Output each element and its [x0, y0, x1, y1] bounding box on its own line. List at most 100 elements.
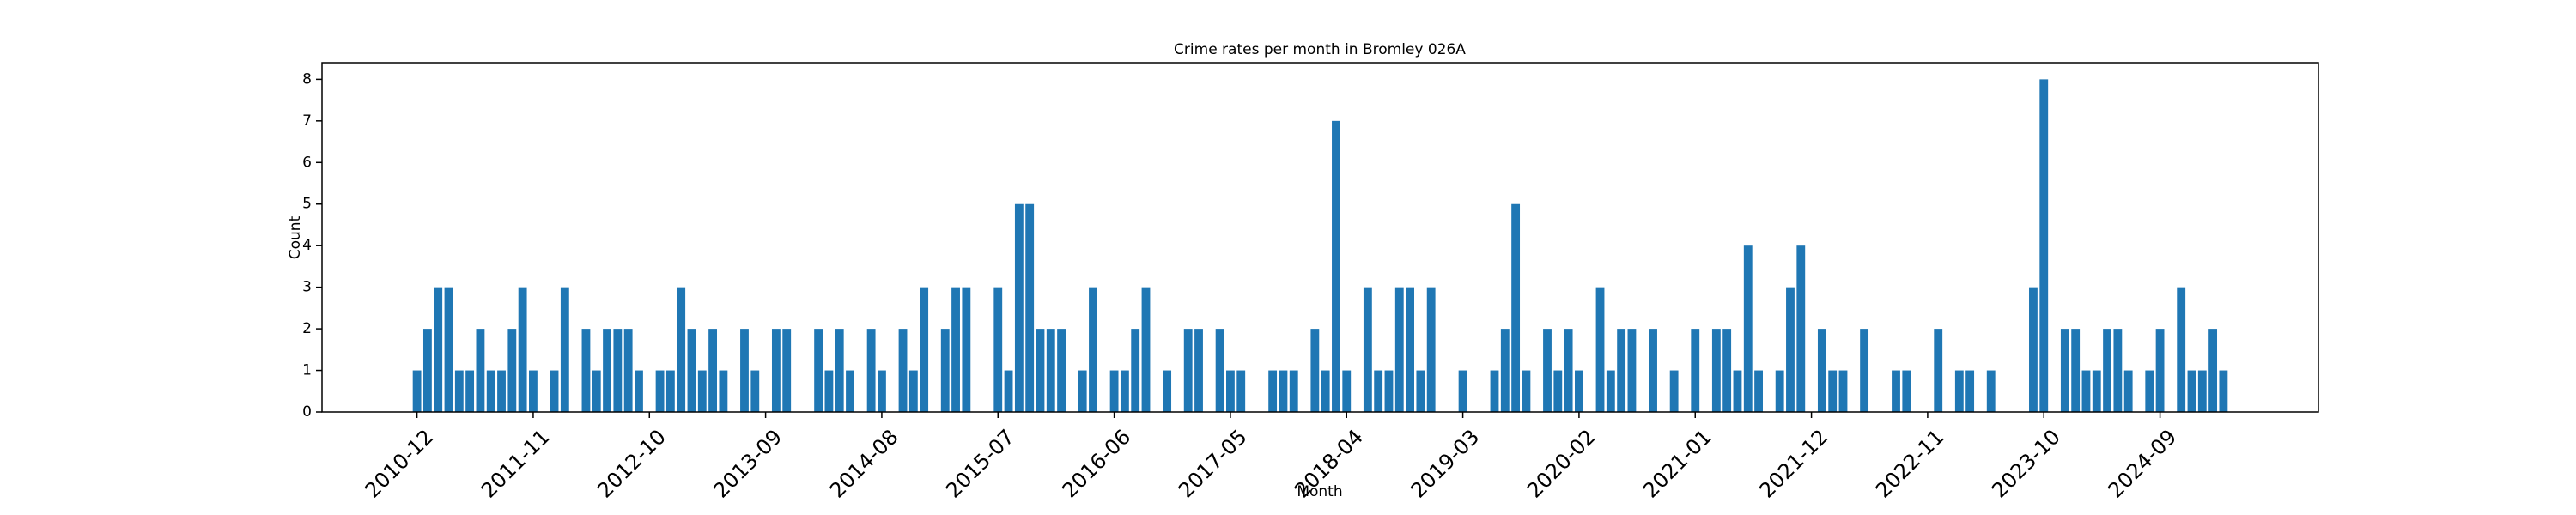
bar — [603, 329, 611, 412]
bar — [623, 329, 633, 412]
bar — [1490, 370, 1499, 412]
bar — [908, 370, 918, 412]
bar — [518, 287, 527, 412]
bar — [465, 370, 475, 412]
bar — [920, 287, 929, 412]
bar — [2092, 370, 2101, 412]
bar — [962, 287, 971, 412]
y-tick-label: 5 — [302, 196, 312, 213]
x-tick-label: 2017-05 — [1174, 425, 1252, 503]
bar — [1786, 287, 1795, 412]
bar — [560, 287, 569, 412]
bar — [1934, 329, 1943, 412]
bar — [1965, 370, 1975, 412]
bar — [687, 329, 696, 412]
bar — [2039, 79, 2049, 412]
bar — [824, 370, 834, 412]
bar — [529, 370, 538, 412]
bar — [677, 287, 686, 412]
bar — [1120, 370, 1129, 412]
bar — [1722, 329, 1732, 412]
chart-title: Crime rates per month in Bromley 026A — [1174, 41, 1466, 58]
x-tick-label: 2021-12 — [1755, 425, 1833, 503]
y-tick-label: 3 — [302, 279, 312, 296]
bar — [497, 370, 506, 412]
bar — [454, 370, 464, 412]
bar — [1669, 370, 1679, 412]
bar — [2103, 329, 2111, 412]
x-tick-label: 2023-10 — [1987, 425, 2065, 503]
bar — [1743, 245, 1753, 412]
bar — [2123, 370, 2133, 412]
bar — [1754, 370, 1763, 412]
bar — [2113, 329, 2123, 412]
x-tick-label: 2010-12 — [361, 425, 439, 503]
bar — [1733, 370, 1742, 412]
bar — [1289, 370, 1298, 412]
bar — [1089, 287, 1097, 412]
bar — [2081, 370, 2091, 412]
bar — [1986, 370, 1996, 412]
bar — [1954, 370, 1964, 412]
bar — [771, 329, 781, 412]
bar — [592, 370, 601, 412]
bar — [878, 370, 886, 412]
bar — [1004, 370, 1013, 412]
bar — [1057, 329, 1066, 412]
x-tick-label: 2024-09 — [2104, 425, 2182, 503]
bar — [1078, 370, 1087, 412]
bar — [1543, 329, 1552, 412]
x-tick-label: 2019-03 — [1406, 425, 1485, 503]
bar — [1711, 329, 1721, 412]
x-tick-label: 2012-10 — [592, 425, 671, 503]
bar — [2060, 329, 2069, 412]
bar — [1109, 370, 1119, 412]
x-tick-label: 2016-06 — [1058, 425, 1136, 503]
bar — [1617, 329, 1626, 412]
y-tick-label: 6 — [302, 154, 312, 171]
bar — [1775, 370, 1784, 412]
bar — [1363, 287, 1372, 412]
bar — [1553, 370, 1563, 412]
bar — [708, 329, 718, 412]
bar — [2029, 287, 2038, 412]
bar — [697, 370, 707, 412]
y-tick-label: 0 — [302, 403, 312, 421]
bar — [1163, 370, 1172, 412]
bar — [550, 370, 559, 412]
bar — [1279, 370, 1288, 412]
bar — [2208, 329, 2218, 412]
bar — [1025, 203, 1035, 412]
bar — [898, 329, 908, 412]
bar — [1406, 287, 1414, 412]
bar — [2187, 370, 2196, 412]
bar — [814, 329, 823, 412]
y-tick-label: 2 — [302, 320, 312, 337]
bar — [1500, 329, 1510, 412]
bar — [1215, 329, 1224, 412]
bar — [1627, 329, 1637, 412]
bar — [993, 287, 1003, 412]
bar — [1416, 370, 1425, 412]
bar — [1384, 370, 1394, 412]
y-axis-label: Count — [287, 215, 304, 259]
bar — [655, 370, 665, 412]
y-tick-label: 7 — [302, 112, 312, 130]
bar — [1226, 370, 1235, 412]
bar — [1014, 203, 1024, 412]
bar — [434, 287, 443, 412]
x-tick-label: 2020-02 — [1522, 425, 1601, 503]
plot-frame — [321, 62, 2319, 413]
bar — [866, 329, 876, 412]
bar — [1374, 370, 1383, 412]
bar — [1892, 370, 1900, 412]
bar — [782, 329, 792, 412]
bar — [846, 370, 854, 412]
bar — [750, 370, 760, 412]
bar — [422, 329, 432, 412]
bar — [1511, 203, 1521, 412]
bar — [1394, 287, 1404, 412]
x-tick-label: 2021-01 — [1638, 425, 1716, 503]
bar — [613, 329, 623, 412]
